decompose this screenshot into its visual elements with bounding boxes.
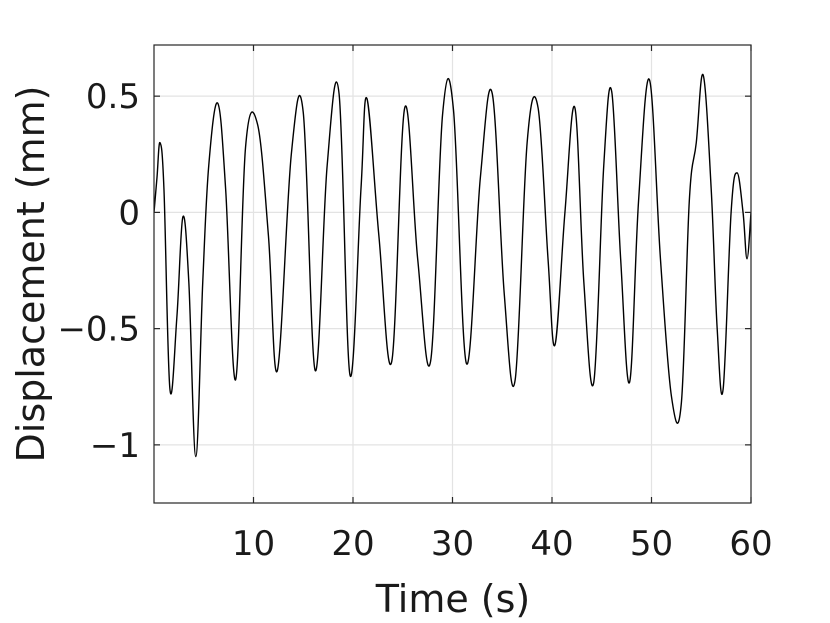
- displacement-series-line: [154, 73, 751, 458]
- tick-labels: 10 20 30 40 50 60 −1 −0.5 0 0.5: [57, 77, 772, 564]
- axes-frame: [153, 44, 752, 504]
- x-tick-label: 60: [729, 524, 772, 564]
- y-tick-label: −1: [90, 426, 140, 466]
- x-tick-label: 30: [431, 524, 474, 564]
- plot-area: [154, 73, 751, 458]
- y-tick-label: 0.5: [86, 77, 140, 117]
- y-tick-label: −0.5: [57, 310, 140, 350]
- y-tick-label: 0: [118, 193, 140, 233]
- x-tick-label: 50: [630, 524, 673, 564]
- x-axis-label: Time (s): [375, 577, 531, 621]
- y-axis-label: Displacement (mm): [9, 86, 53, 463]
- x-tick-label: 10: [232, 524, 275, 564]
- x-tick-label: 40: [530, 524, 573, 564]
- x-tick-label: 20: [331, 524, 374, 564]
